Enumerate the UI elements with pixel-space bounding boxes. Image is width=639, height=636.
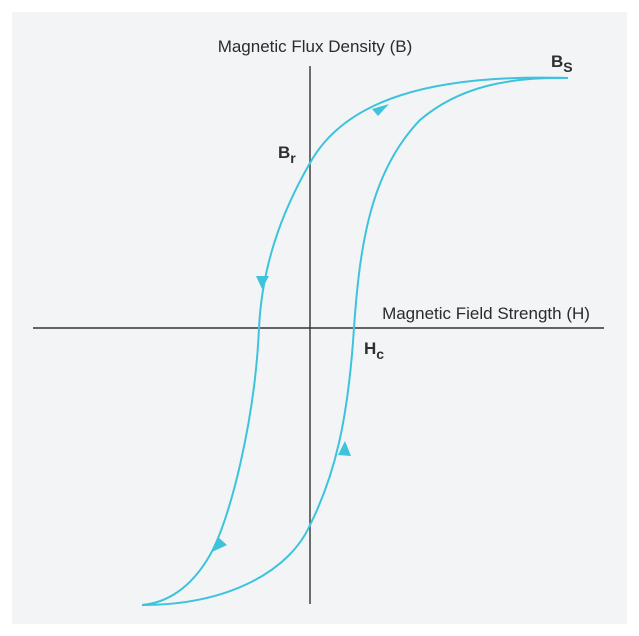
arrow-lower-left [212, 537, 227, 552]
saturation-label: BS [551, 52, 573, 75]
remanence-subscript: r [290, 150, 296, 166]
saturation-subscript: S [563, 59, 572, 75]
diagram-panel [12, 12, 627, 624]
coercivity-label: Hc [364, 339, 384, 362]
saturation-symbol: B [551, 52, 563, 71]
coercivity-subscript: c [376, 346, 384, 362]
remanence-symbol: B [278, 143, 290, 162]
remanence-label: Br [278, 143, 296, 166]
x-axis-title: Magnetic Field Strength (H) [382, 304, 590, 323]
arrow-upper-branch [372, 104, 389, 116]
arrow-ascending-right [338, 441, 351, 456]
descending-branch [141, 76, 569, 606]
y-axis-title: Magnetic Flux Density (B) [218, 37, 413, 56]
arrow-descending-left [256, 276, 269, 289]
coercivity-symbol: H [364, 339, 376, 358]
ascending-branch [141, 76, 569, 606]
